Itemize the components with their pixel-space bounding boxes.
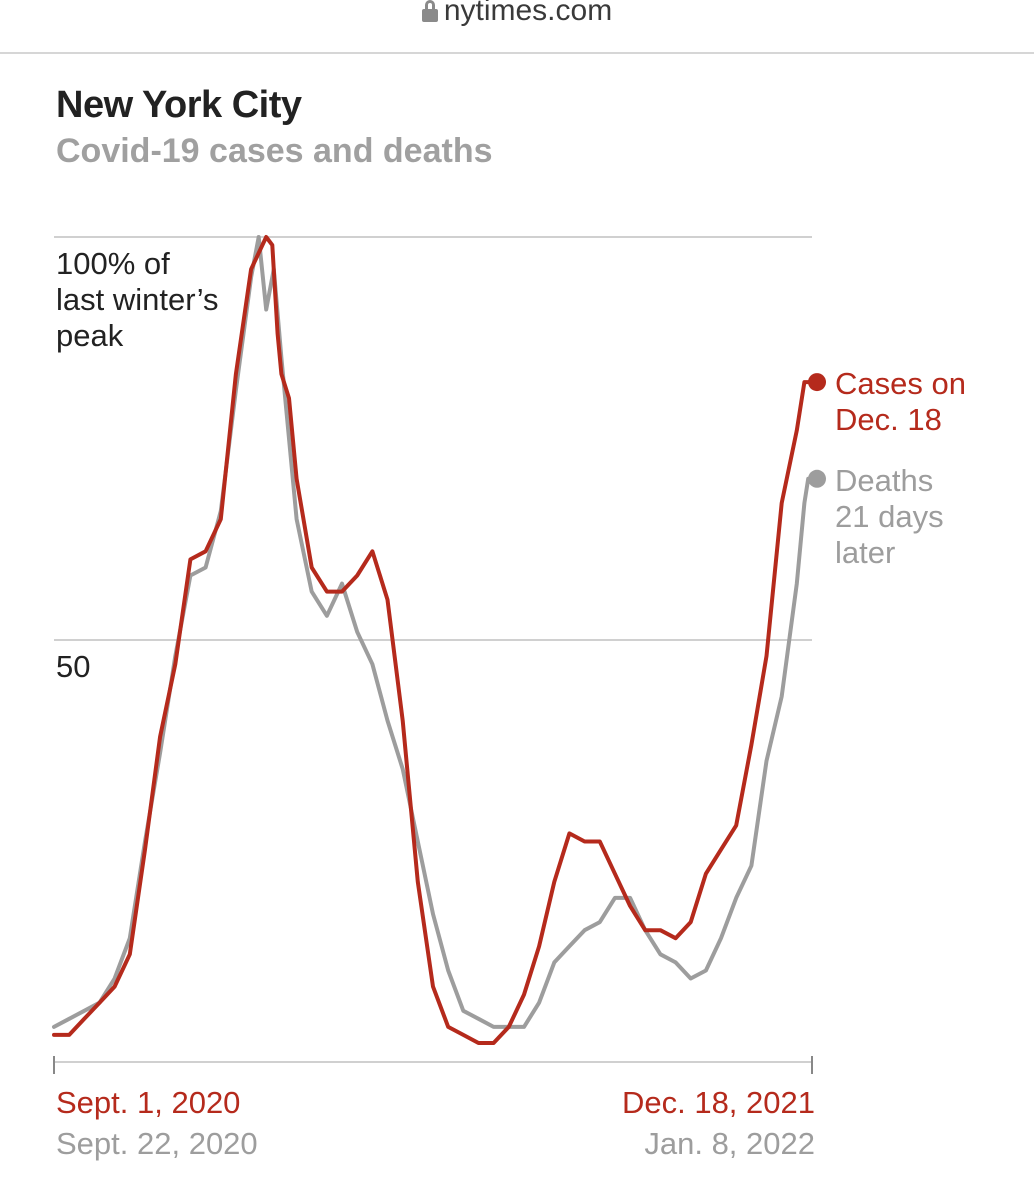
x-start-label-deaths: Sept. 22, 2020: [56, 1126, 258, 1161]
series-label-cases: Cases on Dec. 18: [835, 366, 966, 437]
y-tick-label-100: 100% of last winter’s peak: [56, 246, 219, 353]
series-line-cases: [52, 235, 814, 1045]
chart-subtitle: Covid-19 cases and deaths: [56, 132, 493, 170]
y-tick-label-50: 50: [56, 649, 90, 684]
series-line-deaths: [52, 235, 814, 1029]
end-marker-cases: [808, 373, 826, 392]
x-end-label-cases: Dec. 18, 2021: [622, 1085, 815, 1120]
chart-labels: 100% of last winter’s peak 50 Deaths 21 days l…: [56, 246, 966, 1161]
x-end-label-deaths: Jan. 8, 2022: [644, 1126, 815, 1161]
browser-address-bar: nytimes.com: [0, 0, 1034, 54]
chart-title: New York City: [56, 84, 302, 126]
gridlines: [53, 236, 813, 1074]
series-lines: [52, 235, 814, 1045]
lock-icon: [421, 0, 438, 22]
url-text: nytimes.com: [443, 0, 613, 27]
x-start-label-cases: Sept. 1, 2020: [56, 1085, 240, 1120]
url-display[interactable]: nytimes.com: [0, 0, 1034, 28]
series-label-deaths: Deaths 21 days later: [835, 463, 944, 570]
end-marker-deaths: [808, 469, 826, 488]
